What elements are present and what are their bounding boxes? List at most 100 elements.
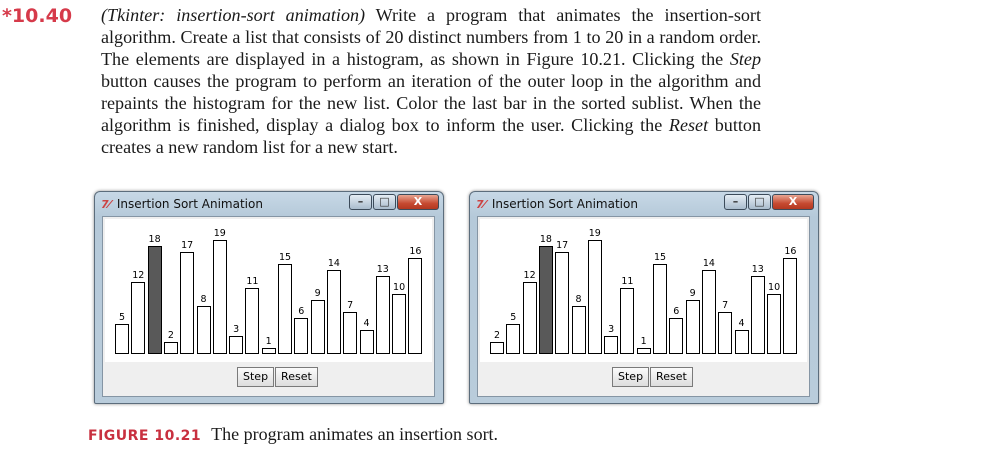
bar-value-label: 5 xyxy=(510,312,517,323)
histogram-bar xyxy=(555,252,570,354)
bar-value-label: 8 xyxy=(575,294,582,305)
histogram-bar xyxy=(294,318,309,354)
histogram-bar xyxy=(506,324,521,354)
histogram-bar xyxy=(310,300,325,354)
figure-label: FIGURE 10.21 xyxy=(88,428,202,444)
button-row: Step Reset xyxy=(237,367,318,389)
histogram-bar xyxy=(669,318,684,354)
close-button[interactable]: X xyxy=(772,194,814,210)
histogram-bar xyxy=(490,342,504,354)
histogram-bar xyxy=(115,324,129,354)
button-row: Step Reset xyxy=(612,367,693,389)
bar-value-label: 15 xyxy=(653,252,667,263)
histogram-bar xyxy=(685,300,700,354)
bar-value-label: 2 xyxy=(493,330,501,341)
window-title-text: Insertion Sort Animation xyxy=(116,197,263,211)
bar-value-label: 9 xyxy=(689,288,696,299)
histogram-bar xyxy=(571,306,586,354)
window-title: 7⁄ Insertion Sort Animation xyxy=(101,197,263,211)
histogram-bar xyxy=(653,264,667,354)
sort-window-2: 7⁄ Insertion Sort Animation – □ X 2 5 12 18… xyxy=(469,191,819,404)
reset-word: Reset xyxy=(668,115,709,135)
histogram-bar xyxy=(375,276,390,354)
reset-button[interactable]: Reset xyxy=(650,367,693,387)
bar-value-label: 17 xyxy=(181,240,194,251)
bar-value-label: 7 xyxy=(722,300,729,311)
step-word: Step xyxy=(729,49,761,69)
histogram-bar xyxy=(636,348,651,354)
exercise-text-part3: button creates a new random list for a n… xyxy=(101,115,762,157)
histogram-bar xyxy=(620,288,635,354)
step-button[interactable]: Step xyxy=(237,367,275,387)
bar-value-label: 16 xyxy=(784,246,797,257)
reset-button[interactable]: Reset xyxy=(275,367,318,387)
histogram-bar xyxy=(131,282,146,354)
window-title-text: Insertion Sort Animation xyxy=(491,197,638,211)
caption-text: The program animates an insertion sort. xyxy=(211,424,499,444)
histogram-bar xyxy=(408,258,423,354)
histogram-bar xyxy=(163,342,178,354)
exercise-text-part1: Write a program that animates the insert… xyxy=(101,5,761,69)
sort-window-1: 7⁄ Insertion Sort Animation – □ X 5 12 18 2… xyxy=(94,191,444,404)
histogram-canvas: 5 12 18 2 17 8 19 3 11 1 15 6 9 14 7 4 13 10 16 xyxy=(105,219,432,362)
histogram-bar xyxy=(767,294,782,354)
bar-value-label: 9 xyxy=(314,288,321,299)
bar-value-label: 13 xyxy=(376,264,389,275)
exercise-title: (Tkinter: insertion-sort animation) xyxy=(101,5,366,25)
step-button[interactable]: Step xyxy=(612,367,650,387)
histogram-bar xyxy=(196,306,211,354)
histogram-bar xyxy=(538,246,553,354)
histogram-bar xyxy=(701,270,716,354)
exercise-text-part2: button causes the program to perform an … xyxy=(101,71,761,135)
histogram-bar xyxy=(229,336,244,354)
bar-value-label: 11 xyxy=(621,276,634,287)
bar-value-label: 8 xyxy=(200,294,207,305)
histogram-bar xyxy=(604,336,619,354)
histogram-bar xyxy=(245,288,260,354)
bar-value-label: 4 xyxy=(738,318,745,329)
exercise-text: (Tkinter: insertion-sort animation) Writ… xyxy=(101,4,761,158)
exercise-number: *10.40 xyxy=(2,5,73,27)
histogram-bar xyxy=(212,240,227,354)
bar-value-label: 10 xyxy=(768,282,781,293)
histogram-bar xyxy=(359,330,374,354)
histogram-bar xyxy=(343,312,358,354)
window-client: 2 5 12 18 17 8 19 3 11 1 15 6 9 14 7 4 13 10 16 Step Reset xyxy=(477,216,810,397)
histogram-bar xyxy=(147,246,162,354)
histogram-bar xyxy=(261,348,276,354)
bar-value-label: 12 xyxy=(132,270,145,281)
window-title: 7⁄ Insertion Sort Animation xyxy=(476,197,638,211)
bar-value-label: 1 xyxy=(640,336,647,347)
bar-value-label: 16 xyxy=(409,246,422,257)
bar-value-label: 19 xyxy=(213,228,226,239)
tk-feather-icon: 7⁄ xyxy=(101,198,111,211)
histogram-bar xyxy=(750,276,765,354)
bar-value-label: 5 xyxy=(118,312,126,323)
bar-value-label: 13 xyxy=(751,264,764,275)
bar-value-label: 14 xyxy=(702,258,715,269)
bar-value-label: 7 xyxy=(347,300,354,311)
bar-value-label: 19 xyxy=(588,228,601,239)
window-client: 5 12 18 2 17 8 19 3 11 1 15 6 9 14 7 4 13 10 16 Step Reset xyxy=(102,216,435,397)
bar-value-label: 18 xyxy=(539,234,552,245)
histogram-bar xyxy=(522,282,537,354)
bar-value-label: 6 xyxy=(673,306,680,317)
minimize-button[interactable]: – xyxy=(349,194,372,210)
histogram-bar xyxy=(734,330,749,354)
histogram-bar xyxy=(326,270,341,354)
bar-value-label: 14 xyxy=(327,258,340,269)
bar-value-label: 3 xyxy=(233,324,240,335)
maximize-button[interactable]: □ xyxy=(373,194,396,210)
histogram-bar xyxy=(718,312,733,354)
bar-value-label: 12 xyxy=(523,270,536,281)
close-button[interactable]: X xyxy=(397,194,439,210)
bar-value-label: 18 xyxy=(148,234,161,245)
minimize-button[interactable]: – xyxy=(724,194,747,210)
bar-value-label: 11 xyxy=(246,276,259,287)
histogram-bar xyxy=(783,258,798,354)
figure-caption: FIGURE 10.21 The program animates an inse… xyxy=(88,424,498,445)
histogram-bar xyxy=(392,294,407,354)
bar-value-label: 3 xyxy=(608,324,615,335)
bar-value-label: 2 xyxy=(167,330,174,341)
maximize-button[interactable]: □ xyxy=(748,194,771,210)
